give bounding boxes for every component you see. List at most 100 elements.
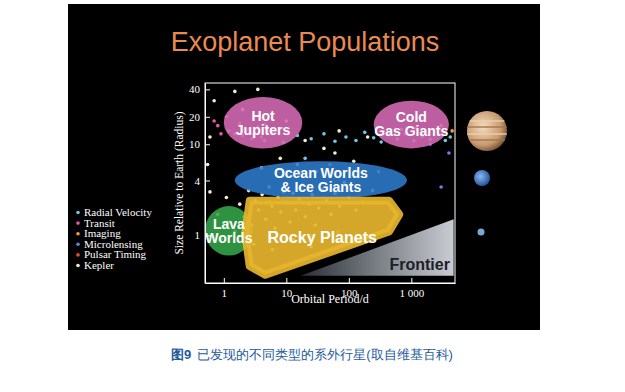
plot-frame — [205, 83, 455, 283]
region — [301, 219, 454, 275]
jupiter-band — [469, 139, 505, 141]
region-label-line: & Ice Giants — [280, 179, 361, 195]
tick-label: 1 000 — [399, 287, 424, 299]
y-axis: 1 4 10 20 40 — [189, 83, 210, 283]
chart-svg: Exoplanet Populations HotJupiters ColdGas … — [0, 0, 625, 392]
data-point — [352, 159, 356, 163]
region-label-line: Jupiters — [236, 122, 291, 138]
data-point — [447, 151, 451, 155]
data-point — [322, 132, 326, 136]
legend-swatch — [76, 211, 80, 215]
tick-label: 1 — [195, 229, 201, 241]
axis-tick: 4 — [195, 175, 211, 187]
jupiter-band — [470, 120, 505, 122]
tick-mark — [349, 278, 350, 283]
axis-tick: 1 — [195, 229, 211, 241]
data-point — [212, 99, 216, 103]
plot-area — [205, 88, 454, 276]
legend-swatch — [76, 243, 80, 247]
data-point — [322, 147, 326, 151]
regions — [205, 97, 454, 276]
legend-label: Kepler — [84, 259, 114, 271]
data-point — [439, 185, 443, 189]
data-point — [333, 151, 337, 155]
earth-icon — [478, 229, 485, 236]
tick-label: 20 — [189, 111, 201, 123]
region-label-line: Gas Giants — [374, 123, 448, 139]
data-point — [208, 135, 212, 139]
data-point — [219, 132, 223, 136]
region-label: Rocky Planets — [268, 229, 377, 246]
tick-label: 4 — [195, 175, 201, 187]
jupiter-icon — [467, 111, 507, 151]
data-point — [256, 88, 260, 92]
legend-item: Kepler — [76, 259, 114, 271]
tick-mark — [205, 117, 210, 118]
region-label-line: Frontier — [389, 256, 449, 273]
legend-swatch — [76, 221, 80, 225]
region — [235, 161, 407, 199]
tick-mark — [411, 278, 412, 283]
chart-root: Exoplanet Populations HotJupiters ColdGas … — [0, 0, 625, 392]
tick-mark — [205, 180, 210, 181]
data-point — [366, 135, 370, 139]
data-point — [208, 190, 212, 194]
y-axis-title: Size Relative to Earth (Radius) — [173, 111, 186, 254]
data-point — [233, 90, 237, 94]
region-label: LavaWorlds — [205, 216, 252, 246]
data-point — [212, 119, 216, 123]
data-point — [225, 196, 229, 200]
data-point — [337, 129, 341, 133]
caption-text: 已发现的不同类型的系外行星(取自维基百科) — [197, 347, 453, 362]
tick-mark — [205, 89, 210, 90]
data-point — [363, 131, 367, 135]
data-point — [354, 139, 358, 143]
data-point — [309, 137, 313, 141]
planet-icons — [467, 111, 507, 236]
series-points — [428, 142, 450, 188]
tick-label: 40 — [189, 83, 201, 95]
tick-mark — [286, 278, 287, 283]
tick-mark — [224, 278, 225, 283]
data-point — [238, 202, 242, 206]
legend-swatch — [76, 232, 80, 236]
axis-tick: 40 — [189, 83, 210, 95]
data-point — [333, 139, 337, 143]
legend: Radial VelocityTransitImagingMicrolensin… — [76, 206, 152, 271]
region-label-line: Rocky Planets — [268, 229, 377, 246]
axis-tick: 1 000 — [399, 278, 424, 299]
data-point — [303, 139, 307, 143]
neptune-icon — [474, 170, 490, 186]
region — [374, 101, 449, 149]
region — [224, 97, 302, 148]
axis-tick: 10 — [189, 138, 210, 150]
data-point — [448, 135, 452, 139]
axis-tick: 1 — [222, 278, 228, 299]
legend-swatch — [76, 264, 80, 268]
axis-line — [206, 283, 456, 284]
tick-label: 10 — [189, 138, 201, 150]
chart-title: Exoplanet Populations — [171, 27, 440, 57]
data-point — [216, 124, 220, 128]
axis-line — [205, 84, 206, 284]
data-point — [303, 157, 307, 161]
region-labels: HotJupiters ColdGas GiantsOcean Worlds& I… — [205, 108, 450, 273]
region-label-line: Worlds — [205, 230, 252, 246]
data-point — [344, 135, 348, 139]
region-label: HotJupiters — [236, 108, 291, 138]
data-point — [206, 163, 210, 167]
figure-number: 图9 — [171, 347, 191, 362]
data-point — [278, 157, 282, 161]
figure-caption: 图9 已发现的不同类型的系外行星(取自维基百科) — [171, 347, 453, 362]
tick-label: 1 — [222, 287, 228, 299]
tick-mark — [205, 144, 210, 145]
data-point — [450, 129, 454, 133]
legend-swatch — [76, 253, 80, 257]
tick-mark — [205, 235, 210, 236]
jupiter-band — [467, 133, 507, 135]
jupiter-band — [467, 126, 506, 128]
region-label: Ocean Worlds& Ice Giants — [274, 165, 368, 195]
x-axis-title: Orbital Period/d — [291, 292, 369, 306]
panel-background — [68, 4, 540, 330]
region-label: ColdGas Giants — [374, 109, 448, 139]
